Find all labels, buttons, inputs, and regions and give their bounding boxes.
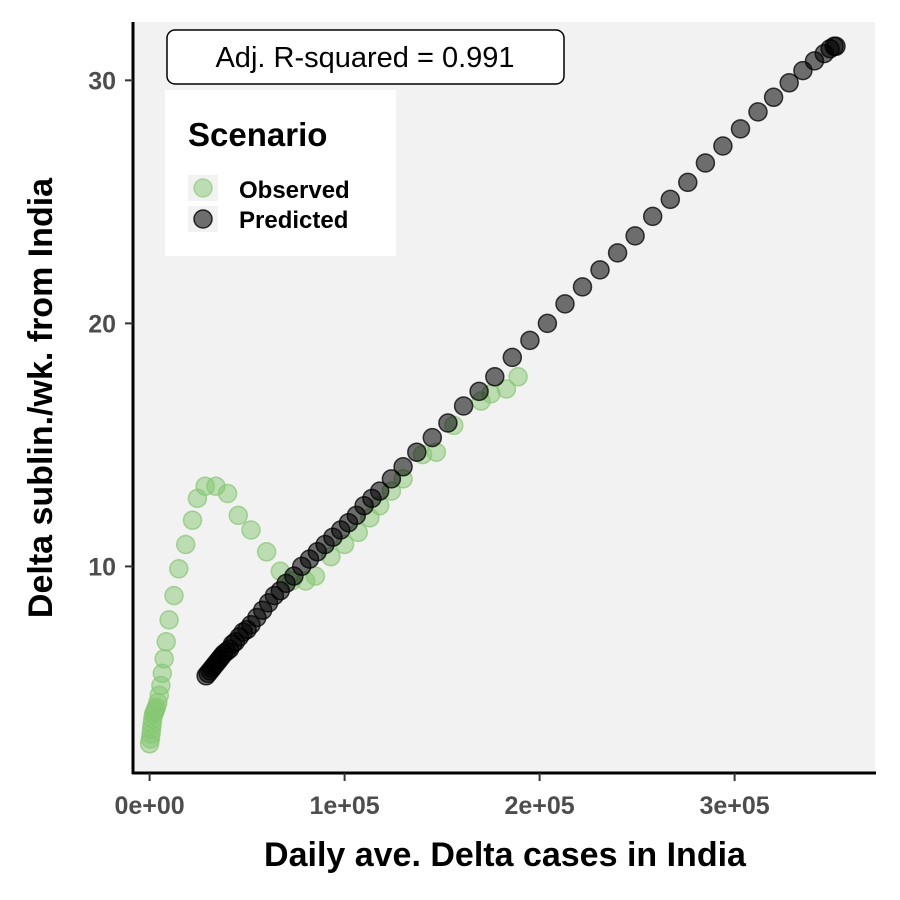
data-point-predicted-36: [381, 469, 402, 489]
y-tick-label-2: 30: [88, 67, 116, 95]
data-point-observed-15: [156, 632, 176, 652]
data-point-predicted-38: [407, 442, 427, 462]
data-point-predicted-45: [520, 330, 540, 351]
data-point-predicted-46: [537, 313, 558, 334]
data-point-predicted-43: [485, 367, 505, 387]
data-point-predicted-41: [453, 396, 474, 416]
data-point-predicted-58: [748, 102, 768, 122]
legend-label-predicted: Predicted: [239, 207, 348, 234]
data-point-predicted-48: [572, 277, 593, 297]
y-tick-label-1: 20: [88, 310, 116, 338]
data-point-predicted-51: [625, 226, 645, 246]
legend-title: Scenario: [188, 116, 327, 153]
data-point-predicted-59: [763, 87, 784, 108]
annotation-box: Adj. R-squared = 0.991: [166, 29, 565, 85]
legend: Scenario Observed Predicted: [165, 90, 396, 256]
x-axis-title: Daily ave. Delta cases in India: [264, 836, 747, 874]
data-point-predicted-60: [779, 73, 799, 93]
annotation-text: Adj. R-squared = 0.991: [215, 42, 514, 74]
data-point-predicted-42: [469, 381, 489, 402]
legend-marker-observed: [193, 178, 213, 198]
data-point-predicted-39: [422, 427, 443, 448]
data-point-predicted-66: [826, 36, 846, 57]
data-point-observed-31: [305, 566, 326, 586]
data-point-observed-44: [496, 379, 517, 399]
data-point-observed-18: [169, 559, 189, 579]
legend-label-observed: Observed: [239, 177, 350, 204]
data-point-predicted-47: [555, 294, 575, 314]
data-point-observed-16: [159, 610, 179, 630]
data-point-observed-17: [164, 585, 184, 606]
data-point-predicted-40: [438, 413, 458, 433]
data-point-observed-45: [508, 367, 528, 387]
data-point-observed-19: [175, 534, 196, 555]
data-point-observed-25: [228, 505, 249, 526]
data-point-observed-24: [217, 483, 238, 504]
x-tick-label-0: 0e+00: [114, 792, 184, 820]
data-point-predicted-37: [393, 457, 413, 477]
data-point-predicted-57: [730, 119, 751, 139]
data-point-predicted-44: [502, 347, 523, 368]
data-point-predicted-55: [695, 153, 716, 173]
ticks-layer: 0e+00 1e+05 2e+05 3e+05 10 20 30: [88, 67, 770, 820]
data-point-predicted-50: [607, 243, 628, 263]
y-tick-label-0: 10: [88, 553, 116, 581]
x-tick-label-3: 3e+05: [699, 792, 769, 820]
data-point-observed-20: [182, 510, 203, 530]
x-tick-label-1: 1e+05: [309, 792, 379, 820]
data-point-predicted-35: [369, 481, 390, 501]
y-axis-title: Delta sublin./wk. from India: [22, 177, 60, 618]
x-tick-label-2: 2e+05: [504, 792, 574, 820]
data-point-predicted-54: [678, 172, 698, 193]
data-point-predicted-56: [713, 136, 733, 156]
data-point-predicted-52: [642, 206, 663, 227]
legend-marker-predicted: [193, 209, 213, 229]
data-point-predicted-53: [660, 189, 681, 210]
points-layer: [139, 36, 846, 754]
data-point-observed-26: [241, 520, 261, 540]
data-point-predicted-49: [590, 260, 610, 280]
data-point-observed-27: [256, 542, 277, 562]
data-point-observed-14: [154, 649, 174, 669]
